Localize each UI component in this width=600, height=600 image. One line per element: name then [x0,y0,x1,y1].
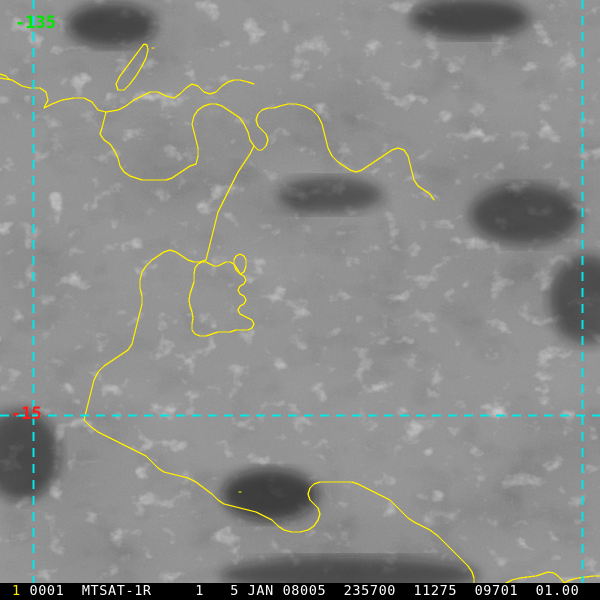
image-info-bar: 1 0001 MTSAT-1R 1 5 JAN 08005 235700 112… [0,583,600,600]
image-info-text: 1 0001 MTSAT-1R 1 5 JAN 08005 235700 112… [0,583,600,600]
longitude-label: -135 [15,13,56,33]
info-segment-0: 1 [12,583,21,599]
info-segment-1: 0001 MTSAT-1R 1 5 JAN 08005 235700 11275… [20,583,600,599]
satellite-image-canvas[interactable] [0,0,600,583]
latitude-label: -15 [11,404,42,424]
satellite-cloud-imagery [0,0,600,583]
